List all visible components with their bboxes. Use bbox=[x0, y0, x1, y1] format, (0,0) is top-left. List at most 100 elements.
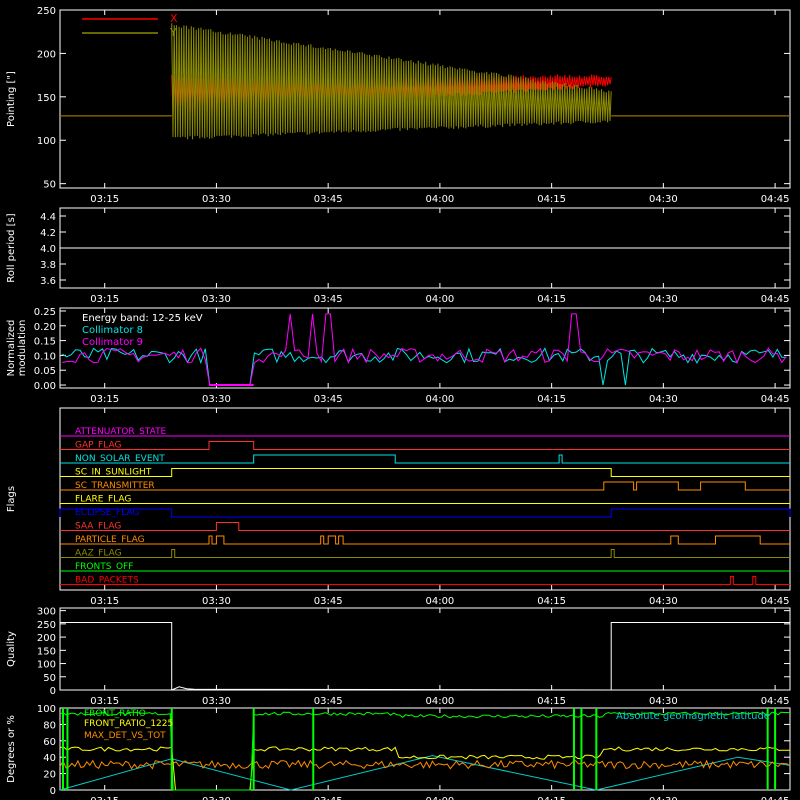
flag-line bbox=[60, 576, 790, 585]
y-axis-label: Pointing ["] bbox=[6, 71, 17, 127]
flag-line bbox=[60, 549, 790, 558]
flag-label: BAD_PACKETS bbox=[75, 576, 139, 586]
x-tick-label: 04:45 bbox=[761, 596, 790, 607]
y-tick-label: 200 bbox=[37, 633, 56, 644]
panel-roll: 03:15 03:30 03:45 04:00 04:15 04:30 04:45 3.6 3.… bbox=[6, 207, 791, 305]
x-tick-label: 03:45 bbox=[314, 194, 343, 205]
y-axis-label: Quality bbox=[6, 631, 17, 667]
y-tick-label: 0.00 bbox=[34, 381, 56, 392]
y-axis-label: modulation bbox=[17, 320, 28, 377]
x-tick-label: 03:15 bbox=[90, 394, 119, 405]
y-tick-label: 3.8 bbox=[40, 260, 56, 271]
series-line-max-det-vs-tot bbox=[59, 759, 791, 770]
flag-line bbox=[60, 481, 790, 491]
series-line-collimator-9 bbox=[62, 313, 787, 386]
y-tick-label: 20 bbox=[43, 770, 56, 781]
panel-flags: 03:15 03:30 03:45 04:00 04:15 04:30 04:45 Flags… bbox=[6, 407, 791, 607]
x-tick-label: 04:30 bbox=[649, 596, 678, 607]
axis-frame bbox=[59, 9, 791, 189]
x-tick-label: 04:45 bbox=[761, 294, 790, 305]
flag-row: ATTENUATOR_STATE bbox=[60, 427, 790, 437]
x-tick-label: 03:15 bbox=[90, 194, 119, 205]
x-tick-label: 04:45 bbox=[761, 796, 790, 800]
axis-frame bbox=[59, 307, 791, 389]
panels-group: 03:15 03:30 03:45 04:00 04:15 04:30 04:45 50 100… bbox=[6, 6, 791, 800]
flag-label: SC_IN_SUNLIGHT bbox=[75, 468, 152, 478]
flag-label: NON_SOLAR_EVENT bbox=[75, 454, 165, 464]
x-tick-label: 04:15 bbox=[537, 596, 566, 607]
flag-row: PARTICLE_FLAG bbox=[60, 535, 790, 545]
x-tick-label: 04:45 bbox=[761, 696, 790, 707]
x-tick-label: 03:45 bbox=[314, 596, 343, 607]
legend-label-collimator-8: Collimator 8 bbox=[82, 325, 143, 336]
x-tick-label: 03:45 bbox=[314, 796, 343, 800]
flag-row: FRONTS_OFF bbox=[60, 562, 790, 572]
x-tick-label: 03:15 bbox=[90, 696, 119, 707]
y-tick-label: 0 bbox=[50, 686, 56, 697]
flag-label: SAA_FLAG bbox=[75, 522, 121, 532]
x-tick-label: 04:15 bbox=[537, 194, 566, 205]
y-tick-label: 0.20 bbox=[34, 322, 56, 333]
y-tick-label: 0 bbox=[50, 786, 56, 797]
y-tick-label: 300 bbox=[37, 607, 56, 618]
flag-line bbox=[60, 441, 790, 450]
x-tick-label: 04:30 bbox=[649, 194, 678, 205]
flag-label: FLARE_FLAG bbox=[75, 495, 131, 505]
x-tick-label: 03:30 bbox=[202, 294, 231, 305]
flag-label: ECLIPSE_FLAG bbox=[75, 508, 139, 518]
x-tick-label: 03:45 bbox=[314, 394, 343, 405]
y-axis-label: Degrees or % bbox=[6, 715, 17, 783]
legend-label-y: Y bbox=[169, 26, 177, 39]
x-tick-label: 04:00 bbox=[425, 796, 454, 800]
flag-label: ATTENUATOR_STATE bbox=[75, 427, 167, 437]
y-tick-label: 100 bbox=[37, 704, 56, 715]
annotation-energy-band: Energy band: 12-25 keV bbox=[82, 313, 203, 324]
flag-line bbox=[60, 454, 790, 464]
x-tick-label: 04:15 bbox=[537, 796, 566, 800]
x-tick-label: 03:30 bbox=[202, 394, 231, 405]
flag-row: GAP_FLAG bbox=[60, 441, 790, 451]
y-tick-label: 100 bbox=[37, 136, 56, 147]
y-tick-label: 4.4 bbox=[40, 212, 56, 223]
x-tick-label: 03:30 bbox=[202, 796, 231, 800]
x-tick-label: 04:15 bbox=[537, 294, 566, 305]
axis-frame bbox=[59, 707, 791, 791]
x-tick-label: 04:15 bbox=[537, 696, 566, 707]
flag-line bbox=[60, 535, 790, 545]
panel-pointing: 03:15 03:30 03:45 04:00 04:15 04:30 04:45 50 100… bbox=[6, 6, 791, 205]
x-tick-label: 04:45 bbox=[761, 394, 790, 405]
series-band-y bbox=[171, 23, 612, 140]
x-tick-label: 03:30 bbox=[202, 194, 231, 205]
x-tick-label: 04:00 bbox=[425, 696, 454, 707]
flag-row: SAA_FLAG bbox=[60, 522, 790, 532]
flag-label: FRONTS_OFF bbox=[75, 562, 133, 572]
legend-label-x: X bbox=[170, 12, 178, 25]
x-tick-label: 03:15 bbox=[90, 294, 119, 305]
x-tick-label: 04:00 bbox=[425, 596, 454, 607]
x-tick-label: 03:30 bbox=[202, 696, 231, 707]
y-axis-label: Flags bbox=[6, 486, 17, 512]
y-tick-label: 0.05 bbox=[34, 366, 56, 377]
flag-row: NON_SOLAR_EVENT bbox=[60, 454, 790, 464]
series-line-front-ratio-1225 bbox=[59, 746, 790, 791]
flag-label: PARTICLE_FLAG bbox=[75, 535, 145, 545]
flag-label: SC_TRANSMITTER bbox=[75, 481, 155, 491]
y-tick-label: 150 bbox=[37, 93, 56, 104]
x-tick-label: 03:45 bbox=[314, 294, 343, 305]
x-tick-label: 04:30 bbox=[649, 796, 678, 800]
y-tick-label: 80 bbox=[43, 720, 56, 731]
legend: XY bbox=[82, 12, 178, 39]
y-axis-label: Roll period [s] bbox=[6, 213, 17, 282]
y-axis-label: Normalized bbox=[6, 320, 17, 377]
legend-label-collimator-9: Collimator 9 bbox=[82, 337, 143, 348]
y-tick-label: 150 bbox=[37, 646, 56, 657]
y-tick-label: 4.2 bbox=[40, 228, 56, 239]
x-tick-label: 04:30 bbox=[649, 394, 678, 405]
annotation-geomagnetic-latitude: Absolute geomagnetic latitude bbox=[616, 711, 770, 722]
series-line-geomagnetic-latitude bbox=[59, 755, 791, 791]
y-tick-label: 100 bbox=[37, 660, 56, 671]
flag-line bbox=[60, 522, 790, 531]
y-tick-label: 0.15 bbox=[34, 337, 56, 348]
x-tick-label: 04:15 bbox=[537, 394, 566, 405]
